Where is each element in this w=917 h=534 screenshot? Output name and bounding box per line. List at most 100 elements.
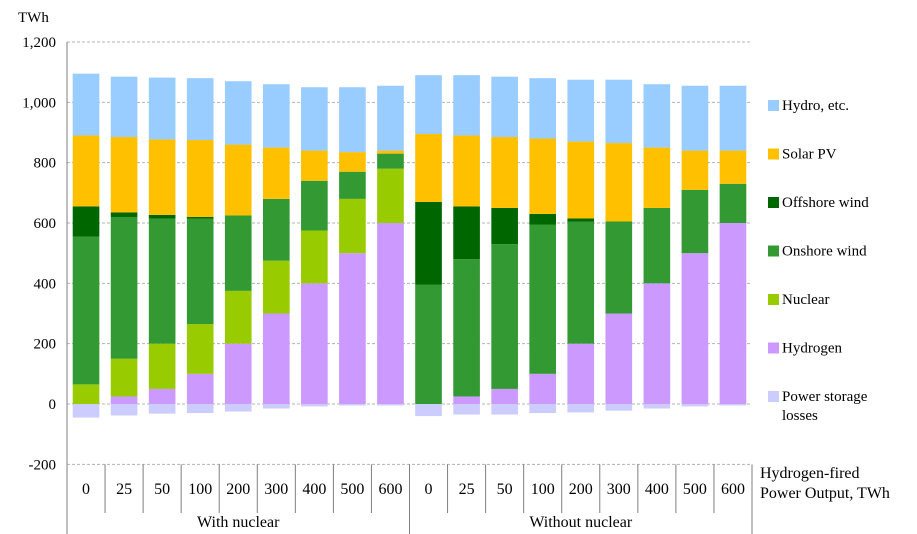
y-tick-label: -200 [29, 457, 57, 473]
bar-segment [110, 396, 138, 404]
x-group-label: Without nuclear [529, 514, 633, 531]
x-axis-title-line: Power Output, TWh [760, 485, 890, 502]
bar-segment [262, 313, 290, 404]
bar-segment [453, 75, 480, 136]
bar-segment [72, 206, 100, 237]
bar-segment [148, 214, 176, 219]
gridlines [67, 41, 752, 465]
x-tick-label: 300 [607, 481, 631, 498]
bar-segment [643, 84, 671, 148]
x-tick-label: 500 [340, 481, 364, 498]
x-tick-label: 50 [497, 481, 513, 498]
legend-label: Power storage losses [782, 389, 868, 424]
bar-segment [339, 404, 366, 406]
legend-swatch [768, 342, 779, 354]
bar-segment [681, 85, 709, 151]
bar-segment [453, 259, 480, 397]
bar-segment [681, 189, 709, 254]
x-axis-title: Hydrogen-fired Power Output, TWh [760, 465, 890, 502]
bar-segment [719, 183, 747, 223]
x-tick-label: 300 [264, 481, 288, 498]
y-tick-label: 400 [34, 276, 57, 292]
bar-segment [415, 75, 442, 135]
bar-segment [567, 79, 595, 142]
bar-segment [529, 373, 557, 404]
bar-segment [453, 404, 480, 415]
legend-label: Hydro, etc. [782, 98, 849, 114]
bar-segment [491, 388, 518, 404]
bar-segment [339, 198, 366, 254]
bar-segment [605, 221, 633, 314]
x-tick-label: 200 [226, 481, 250, 498]
bar-segment [605, 404, 633, 411]
bar-segment [186, 78, 214, 141]
bar-segment [491, 244, 518, 389]
legend-label: Onshore wind [782, 244, 867, 260]
bar-segment [719, 85, 747, 151]
x-tick-label: 400 [302, 481, 326, 498]
bar-segment [567, 221, 595, 344]
bar-segment [224, 81, 252, 145]
bar-segment [262, 260, 290, 314]
y-tick-label: 1,000 [22, 95, 56, 111]
legend-swatch [768, 197, 779, 208]
bar-segment [719, 404, 747, 406]
legend-swatch [768, 245, 779, 257]
x-group-labels: With nuclear Without nuclear [197, 514, 633, 531]
bar-segment [719, 223, 747, 404]
bar-segment [148, 218, 176, 344]
bar-segment [491, 404, 518, 415]
axes [66, 42, 753, 534]
bar-segment [148, 404, 176, 414]
bar-segment [567, 404, 595, 413]
x-tick-label: 400 [645, 481, 669, 498]
y-tick-label: 800 [34, 156, 57, 172]
bar-segment [224, 144, 252, 216]
bar-segment [148, 343, 176, 389]
bar-segment [529, 138, 557, 214]
y-axis-label: TWh [18, 10, 49, 26]
bar-segment [186, 373, 214, 404]
bar-segment [110, 216, 138, 359]
bar-segment [224, 404, 252, 412]
bar-segment [567, 343, 595, 404]
bar-segment [529, 224, 557, 374]
bar-segment [110, 212, 138, 217]
x-group-label: With nuclear [197, 514, 280, 531]
bar-segment [72, 404, 100, 418]
bar-segment [453, 135, 480, 207]
bar-segment [224, 290, 252, 344]
y-tick-label: 0 [49, 397, 57, 413]
bar-segment [529, 213, 557, 225]
bar-segment [224, 343, 252, 404]
x-tick-label: 25 [459, 481, 475, 498]
bar-segment [605, 313, 633, 404]
bar-segment [681, 404, 709, 407]
bar-segment [186, 140, 214, 217]
bar-segment [491, 207, 518, 245]
bar-segment [339, 87, 366, 153]
bar-segment [719, 150, 747, 184]
x-tick-label: 100 [531, 481, 555, 498]
y-tick-label: 200 [34, 337, 57, 353]
x-tick-label: 0 [425, 481, 433, 498]
bar-segment [72, 384, 100, 404]
bar-segment [643, 207, 671, 284]
bar-segment [72, 73, 100, 136]
bar-segment [643, 283, 671, 404]
x-tick-label: 600 [721, 481, 745, 498]
bar-segment [148, 139, 176, 215]
bar-segment [377, 223, 404, 404]
bar-segment [529, 78, 557, 139]
y-tick-label: 1,200 [22, 35, 56, 51]
bar-segment [301, 150, 328, 181]
bar-segment [415, 404, 442, 417]
bar-segment [339, 171, 366, 199]
bar-segment [567, 218, 595, 222]
bar-segment [339, 152, 366, 172]
bar-segment [643, 147, 671, 208]
bar-segment [301, 87, 328, 151]
bar-segment [110, 404, 138, 416]
bar-segment [262, 147, 290, 199]
